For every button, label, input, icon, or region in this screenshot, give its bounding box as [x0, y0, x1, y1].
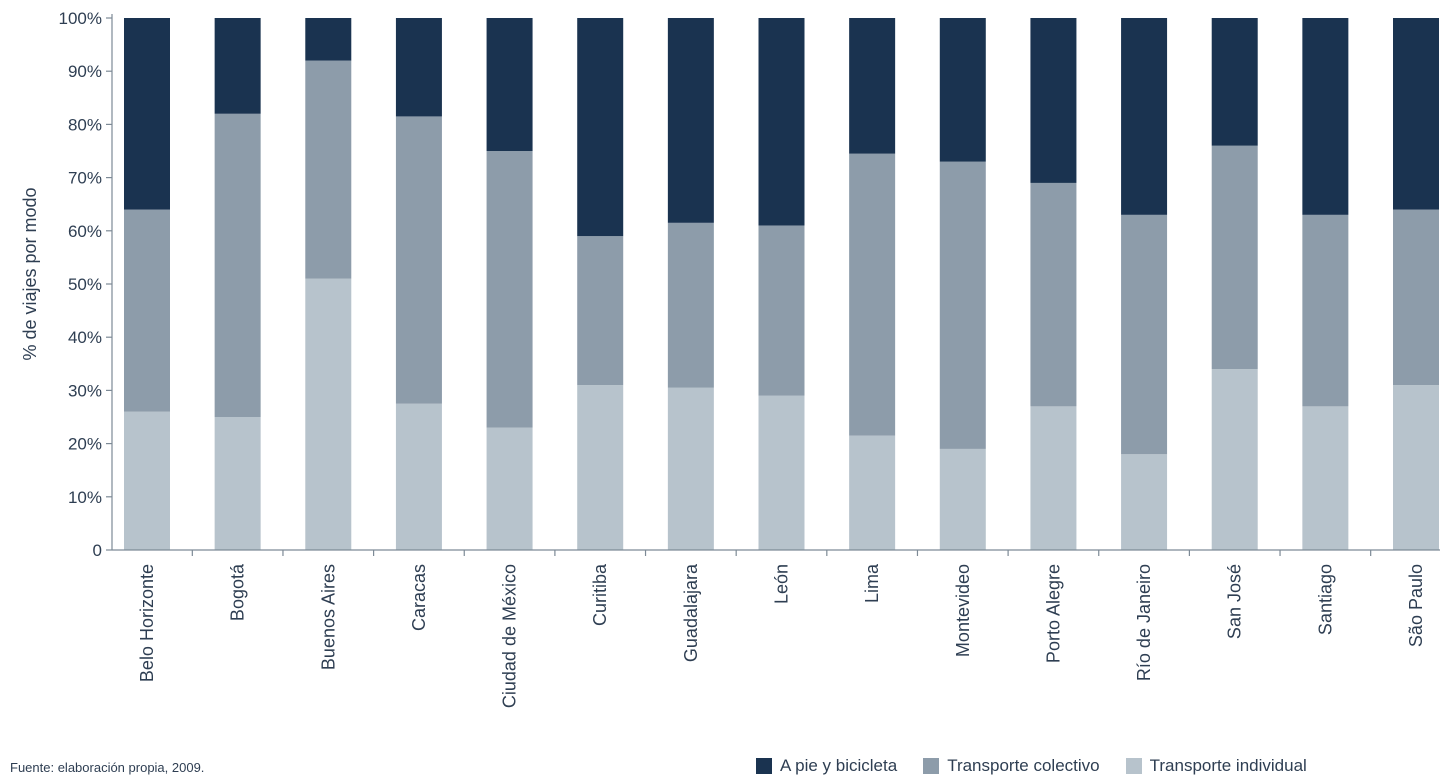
bar-santiago-transporte-individual [1302, 406, 1349, 550]
bar-belo-horizonte-a-pie-y-bicicleta [124, 18, 170, 210]
bar-curitiba-transporte-colectivo [577, 236, 624, 386]
y-tick-label: 100% [59, 9, 102, 28]
x-tick-label-santiago: Santiago [1315, 564, 1335, 635]
bar-buenos-aires-transporte-individual [305, 278, 352, 550]
y-tick-label: 30% [68, 381, 102, 400]
bar-guadalajara-a-pie-y-bicicleta [667, 18, 714, 223]
bar-montevideo-transporte-colectivo [939, 161, 986, 449]
bar-san-jose-transporte-individual [1211, 369, 1258, 550]
bar-santiago-transporte-colectivo [1302, 214, 1349, 407]
legend: A pie y bicicleta Transporte colectivo Tra… [756, 756, 1307, 776]
x-tick-label-porto-alegre: Porto Alegre [1043, 564, 1063, 663]
bar-santiago-a-pie-y-bicicleta [1302, 18, 1349, 215]
y-tick-label: 0 [93, 541, 102, 560]
y-tick-label: 40% [68, 328, 102, 347]
source-note: Fuente: elaboración propia, 2009. [10, 760, 205, 775]
x-tick-label-belo-horizonte: Belo Horizonte [137, 564, 157, 682]
bar-lima-transporte-individual [849, 435, 896, 550]
x-tick-label-lima: Lima [862, 563, 882, 603]
bar-san-jose-transporte-colectivo [1211, 145, 1258, 370]
x-tick-label-guadalajara: Guadalajara [681, 563, 701, 662]
legend-label-transporte-colectivo: Transporte colectivo [947, 756, 1100, 775]
bar-rio-de-janeiro-transporte-individual [1121, 454, 1168, 550]
x-tick-label-caracas: Caracas [409, 564, 429, 631]
bar-san-jose-a-pie-y-bicicleta [1211, 18, 1258, 146]
bar-lima-a-pie-y-bicicleta [849, 18, 896, 154]
bar-bogota-transporte-individual [214, 417, 261, 550]
legend-swatch-transporte-individual [1125, 758, 1142, 774]
bar-ciudad-de-mexico-a-pie-y-bicicleta [486, 18, 533, 151]
x-tick-label-rio-de-janeiro: Río de Janeiro [1134, 564, 1154, 681]
legend-item-a-pie-y-bicicleta: A pie y bicicleta [756, 756, 897, 776]
x-tick-label-sao-paulo: São Paulo [1406, 564, 1426, 647]
bar-ciudad-de-mexico-transporte-colectivo [486, 151, 533, 428]
y-tick-label: 10% [68, 488, 102, 507]
x-tick-label-montevideo: Montevideo [953, 564, 973, 657]
y-tick-label: 90% [68, 62, 102, 81]
y-tick-label: 60% [68, 222, 102, 241]
legend-swatch-transporte-colectivo [923, 758, 940, 774]
axes-layer [106, 14, 1440, 556]
bar-buenos-aires-transporte-colectivo [305, 60, 352, 279]
y-tick-label: 80% [68, 115, 102, 134]
bar-porto-alegre-transporte-colectivo [1030, 182, 1077, 407]
x-tick-label-ciudad-de-mexico: Ciudad de México [500, 564, 520, 708]
bar-leon-transporte-colectivo [758, 225, 805, 396]
legend-item-transporte-individual: Transporte individual [1125, 756, 1307, 776]
bar-porto-alegre-a-pie-y-bicicleta [1030, 18, 1077, 183]
x-tick-label-bogota: Bogotá [228, 563, 248, 621]
bar-rio-de-janeiro-transporte-colectivo [1121, 214, 1168, 455]
legend-label-transporte-individual: Transporte individual [1149, 756, 1307, 775]
bar-curitiba-transporte-individual [577, 385, 624, 550]
bar-caracas-transporte-individual [395, 403, 442, 550]
bar-caracas-transporte-colectivo [395, 116, 442, 404]
y-axis-title: % de viajes por modo [20, 187, 40, 360]
bar-sao-paulo-transporte-individual [1393, 385, 1439, 550]
bar-curitiba-a-pie-y-bicicleta [577, 18, 624, 237]
x-tick-label-leon: León [772, 564, 792, 604]
bar-belo-horizonte-transporte-colectivo [124, 209, 170, 412]
bar-guadalajara-transporte-colectivo [667, 222, 714, 388]
bar-ciudad-de-mexico-transporte-individual [486, 427, 533, 550]
bar-bogota-transporte-colectivo [214, 113, 261, 417]
bar-sao-paulo-a-pie-y-bicicleta [1393, 18, 1439, 210]
labels-layer: 0 10% 20% 30% 40% 50% 60% 70% 80% 90% 100% Belo Hor… [20, 9, 1426, 708]
x-tick-label-buenos-aires: Buenos Aires [318, 564, 338, 670]
legend-item-transporte-colectivo: Transporte colectivo [923, 756, 1100, 776]
y-tick-label: 50% [68, 275, 102, 294]
x-tick-label-san-jose: San José [1225, 564, 1245, 639]
bar-buenos-aires-a-pie-y-bicicleta [305, 18, 352, 61]
bar-rio-de-janeiro-a-pie-y-bicicleta [1121, 18, 1168, 215]
bar-bogota-a-pie-y-bicicleta [214, 18, 261, 114]
y-tick-label: 20% [68, 435, 102, 454]
y-tick-label: 70% [68, 169, 102, 188]
bar-belo-horizonte-transporte-individual [124, 411, 170, 550]
bar-lima-transporte-colectivo [849, 153, 896, 436]
bars-layer [124, 18, 1439, 550]
bar-leon-a-pie-y-bicicleta [758, 18, 805, 226]
bar-caracas-a-pie-y-bicicleta [395, 18, 442, 117]
bar-guadalajara-transporte-individual [667, 387, 714, 550]
legend-swatch-a-pie-y-bicicleta [756, 758, 772, 774]
bar-leon-transporte-individual [758, 395, 805, 550]
legend-label-a-pie-y-bicicleta: A pie y bicicleta [780, 756, 898, 775]
bar-sao-paulo-transporte-colectivo [1393, 209, 1439, 386]
bar-montevideo-a-pie-y-bicicleta [939, 18, 986, 162]
bar-montevideo-transporte-individual [939, 448, 986, 550]
x-tick-label-curitiba: Curitiba [590, 563, 610, 626]
bar-porto-alegre-transporte-individual [1030, 406, 1077, 550]
